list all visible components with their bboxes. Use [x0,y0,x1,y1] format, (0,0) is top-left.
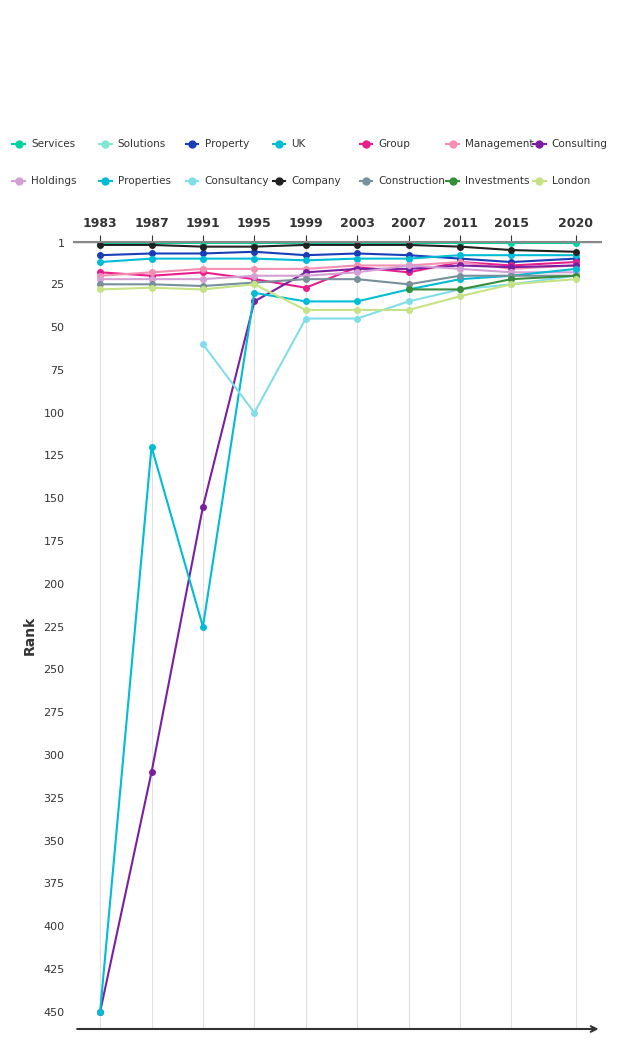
Text: Consultancy: Consultancy [205,176,269,186]
Text: Company: Company [291,176,341,186]
Text: Management: Management [465,140,533,149]
Text: Group: Group [378,140,410,149]
Text: Property: Property [205,140,249,149]
Text: Consulting: Consulting [552,140,608,149]
Text: Investments: Investments [465,176,529,186]
Text: Most Popular Words in Live Company Names
by Rank (1983-2020): Most Popular Words in Live Company Names… [19,28,614,80]
Text: London: London [552,176,590,186]
Text: Solutions: Solutions [118,140,166,149]
Text: Holdings: Holdings [31,176,76,186]
Text: UK: UK [291,140,306,149]
Y-axis label: Rank: Rank [22,615,37,655]
Text: Services: Services [31,140,75,149]
Text: Properties: Properties [118,176,170,186]
Text: Construction: Construction [378,176,445,186]
